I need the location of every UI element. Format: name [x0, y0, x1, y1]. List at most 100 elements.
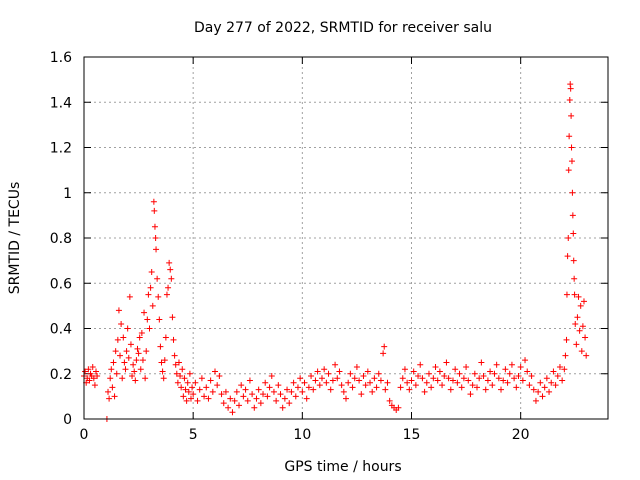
data-point — [550, 368, 557, 375]
data-point — [543, 375, 550, 382]
x-tick-label: 0 — [80, 427, 89, 443]
data-point — [111, 393, 118, 400]
y-tick-label: 0.2 — [50, 367, 72, 383]
data-point — [576, 327, 583, 334]
data-point — [316, 382, 323, 389]
data-point — [564, 253, 571, 260]
data-point — [168, 275, 175, 282]
data-point — [369, 388, 376, 395]
data-point — [515, 373, 522, 380]
data-point — [301, 379, 308, 386]
data-point — [270, 388, 277, 395]
data-point — [124, 325, 131, 332]
data-point — [500, 377, 507, 384]
data-point — [445, 375, 452, 382]
x-tick-label: 10 — [293, 427, 311, 443]
data-point — [145, 291, 152, 298]
data-point — [345, 379, 352, 386]
data-point — [91, 382, 98, 389]
y-tick-label: 0 — [63, 412, 72, 428]
data-point — [151, 223, 158, 230]
chart-title: Day 277 of 2022, SRMTID for receiver sal… — [194, 20, 492, 36]
data-point — [137, 366, 144, 373]
data-point — [425, 370, 432, 377]
data-point — [562, 352, 569, 359]
data-point — [167, 266, 174, 273]
data-point — [559, 377, 566, 384]
data-point — [82, 368, 89, 375]
data-point — [308, 373, 315, 380]
data-point — [255, 386, 262, 393]
data-point — [279, 404, 286, 411]
data-point — [463, 363, 470, 370]
data-point — [419, 375, 426, 382]
data-point — [572, 320, 579, 327]
data-point — [546, 388, 553, 395]
data-point — [318, 375, 325, 382]
data-point — [126, 293, 133, 300]
data-point — [381, 343, 388, 350]
data-point — [86, 377, 93, 384]
data-point — [554, 373, 561, 380]
data-point — [113, 370, 120, 377]
data-point — [151, 207, 158, 214]
data-point — [184, 379, 191, 386]
data-point — [362, 382, 369, 389]
data-point — [129, 373, 136, 380]
data-point — [565, 235, 572, 241]
data-point — [423, 379, 430, 386]
data-point — [310, 386, 317, 393]
data-point — [491, 370, 498, 377]
data-point — [436, 368, 443, 375]
data-point — [109, 384, 116, 391]
y-tick-label: 0.4 — [50, 322, 72, 338]
data-point — [574, 314, 581, 321]
data-point — [397, 384, 404, 391]
data-point — [478, 359, 485, 366]
data-point — [404, 379, 411, 386]
data-point — [160, 375, 167, 382]
data-point — [349, 384, 356, 391]
data-point — [305, 384, 312, 391]
data-point — [428, 384, 435, 391]
data-point — [452, 366, 459, 373]
data-point — [465, 377, 472, 384]
data-point — [132, 377, 139, 384]
data-point — [155, 293, 162, 300]
data-point — [284, 386, 291, 393]
data-point — [314, 368, 321, 375]
data-point — [171, 352, 178, 359]
data-point — [220, 400, 227, 407]
data-point — [157, 343, 164, 350]
data-point — [159, 368, 166, 375]
data-point — [175, 359, 182, 366]
data-point — [524, 368, 531, 375]
data-point — [439, 382, 446, 389]
data-point — [146, 325, 153, 332]
data-point — [110, 359, 117, 366]
data-point — [163, 291, 170, 298]
data-point — [152, 235, 159, 241]
data-point — [338, 382, 345, 389]
data-point — [286, 400, 293, 407]
data-point — [236, 402, 243, 409]
data-point — [264, 393, 271, 400]
data-point — [161, 357, 168, 364]
plot-frame — [83, 56, 609, 420]
data-point — [141, 309, 148, 316]
data-point — [212, 368, 218, 375]
data-point — [273, 397, 280, 404]
data-point — [434, 377, 441, 384]
data-point — [262, 379, 269, 386]
data-point — [119, 375, 126, 382]
data-point — [504, 379, 511, 386]
data-point — [567, 85, 574, 92]
data-point — [156, 316, 163, 323]
data-point — [441, 373, 448, 380]
data-point — [563, 336, 570, 343]
grid-lines — [84, 57, 608, 419]
data-point — [395, 404, 402, 411]
data-point — [566, 96, 573, 103]
data-point — [297, 375, 304, 382]
